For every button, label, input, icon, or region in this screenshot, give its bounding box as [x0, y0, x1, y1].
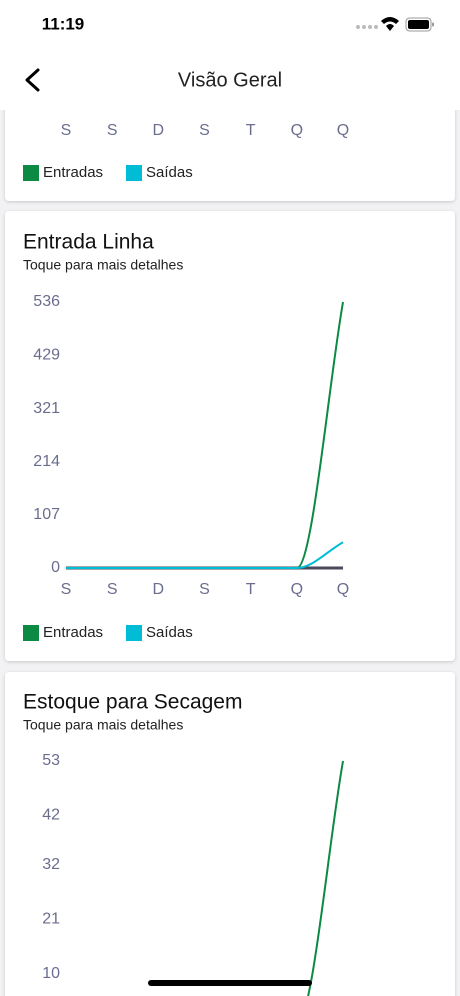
- legend-swatch: [126, 625, 142, 641]
- battery-tip: [432, 22, 434, 27]
- y-tick-label: 32: [42, 856, 60, 873]
- battery-level: [408, 20, 429, 29]
- y-tick-label: 0: [51, 559, 60, 576]
- y-tick-label: 10: [42, 965, 60, 982]
- legend-swatch: [23, 625, 39, 641]
- x-tick-label: Q: [291, 581, 303, 598]
- x-tick-label: T: [246, 122, 256, 139]
- x-tick-label: Q: [291, 122, 303, 139]
- x-tick-label: S: [61, 581, 72, 598]
- chart-title: Entrada Linha: [23, 231, 154, 254]
- chart-subtitle: Toque para mais detalhes: [23, 717, 183, 733]
- card[interactable]: [5, 100, 455, 201]
- y-tick-label: 42: [42, 807, 60, 824]
- legend-swatch: [126, 165, 142, 181]
- y-tick-label: 429: [33, 346, 60, 363]
- wifi-icon: [381, 17, 399, 31]
- card[interactable]: [5, 672, 455, 996]
- home-indicator: [148, 980, 312, 986]
- status-time: 11:19: [42, 14, 85, 33]
- legend-label: Entradas: [43, 164, 103, 181]
- card[interactable]: [5, 211, 455, 661]
- legend-label: Entradas: [43, 624, 103, 641]
- legend-label: Saídas: [146, 624, 193, 641]
- y-tick-label: 107: [33, 506, 60, 523]
- y-tick-label: 536: [33, 293, 60, 310]
- x-tick-label: D: [153, 581, 165, 598]
- header-title: Visão Geral: [178, 69, 282, 91]
- series-line: [307, 760, 345, 996]
- x-tick-label: Q: [337, 581, 349, 598]
- y-tick-label: 214: [33, 453, 60, 470]
- legend-label: Saídas: [146, 164, 193, 181]
- x-tick-label: S: [199, 581, 210, 598]
- series-line: [66, 541, 344, 569]
- x-tick-label: Q: [337, 122, 349, 139]
- signal: [356, 25, 378, 29]
- chart-title: Estoque para Secagem: [23, 691, 242, 714]
- card-clip: [0, 95, 460, 110]
- x-tick-label: S: [61, 122, 72, 139]
- back-button[interactable]: [25, 68, 40, 92]
- legend-swatch: [23, 165, 39, 181]
- y-tick-label: 21: [42, 911, 60, 928]
- x-tick-label: S: [107, 122, 118, 139]
- x-tick-label: T: [246, 581, 256, 598]
- y-tick-label: 321: [33, 400, 60, 417]
- chart-subtitle: Toque para mais detalhes: [23, 257, 183, 273]
- x-tick-label: S: [199, 122, 210, 139]
- y-tick-label: 53: [42, 752, 60, 769]
- x-tick-label: S: [107, 581, 118, 598]
- x-tick-label: D: [153, 122, 165, 139]
- top-bar: [0, 0, 460, 110]
- battery: [405, 17, 432, 32]
